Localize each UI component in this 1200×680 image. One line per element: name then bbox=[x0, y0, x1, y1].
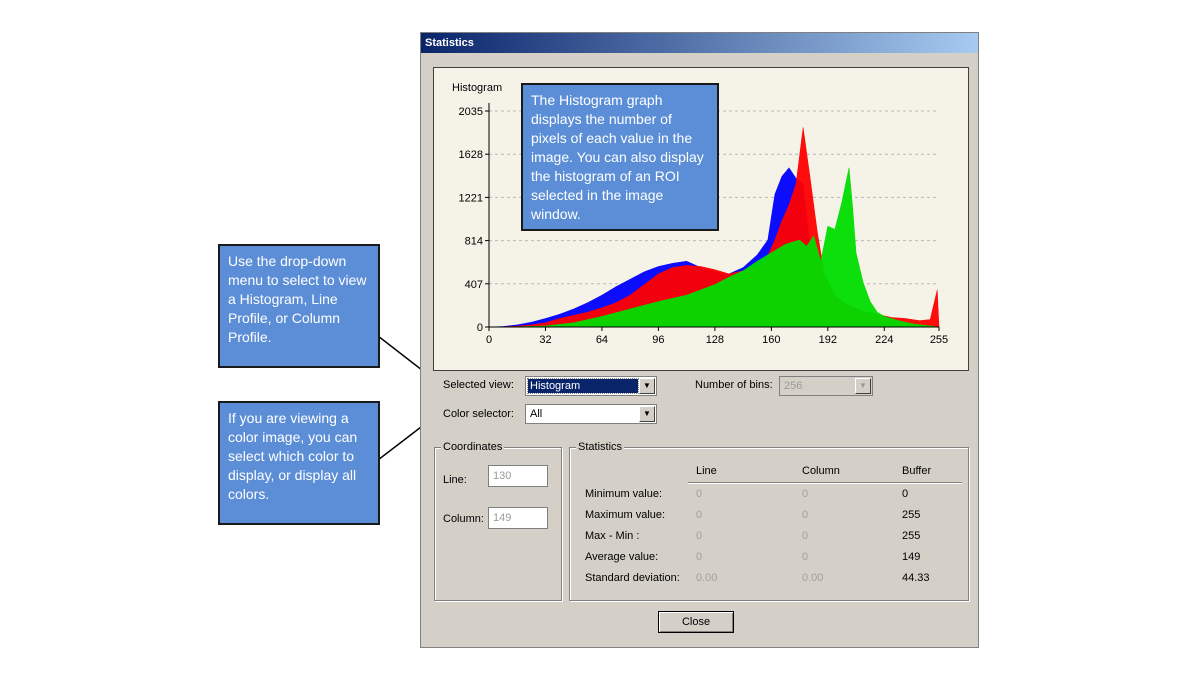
y-tick-label: 1628 bbox=[459, 149, 483, 161]
row-std-buffer: 44.33 bbox=[902, 572, 930, 584]
row-std-label: Standard deviation: bbox=[585, 572, 680, 584]
x-tick-label: 224 bbox=[875, 334, 893, 346]
x-tick-label: 160 bbox=[762, 334, 780, 346]
row-std-line: 0.00 bbox=[696, 572, 718, 584]
y-tick-label: 2035 bbox=[459, 106, 483, 118]
x-tick-label: 96 bbox=[652, 334, 664, 346]
coordinates-title: Coordinates bbox=[441, 441, 505, 453]
color-selector-dropdown[interactable]: All ▼ bbox=[525, 404, 657, 424]
header-column: Column bbox=[802, 465, 840, 477]
row-range-line: 0 bbox=[696, 530, 703, 542]
x-tick-label: 255 bbox=[930, 334, 948, 346]
y-tick-label: 814 bbox=[465, 236, 483, 248]
x-tick-label: 192 bbox=[819, 334, 837, 346]
line-field[interactable]: 130 bbox=[488, 465, 548, 487]
header-buffer: Buffer bbox=[902, 465, 932, 477]
selected-view-callout: Use the drop-down menu to select to view… bbox=[218, 244, 380, 368]
bins-dropdown[interactable]: 256 ▼ bbox=[779, 376, 873, 396]
row-avg-line: 0 bbox=[696, 551, 703, 563]
row-avg-label: Average value: bbox=[585, 551, 659, 563]
statistics-window: Statistics 0 407 814 1221 1628 2035 0 32 64 96 128… bbox=[420, 32, 979, 648]
selected-view-callout-text: Use the drop-down menu to select to view… bbox=[228, 253, 367, 345]
row-range-column: 0 bbox=[802, 530, 809, 542]
row-range-buffer: 255 bbox=[902, 530, 921, 542]
color-selector-callout: If you are viewing a color image, you ca… bbox=[218, 401, 380, 525]
color-selector-label: Color selector: bbox=[443, 408, 514, 420]
line-label: Line: bbox=[443, 474, 467, 486]
row-max-column: 0 bbox=[802, 509, 809, 521]
row-max-label: Maximum value: bbox=[585, 509, 666, 521]
row-max-line: 0 bbox=[696, 509, 703, 521]
y-tick-label: 1221 bbox=[459, 192, 483, 204]
row-min-label: Minimum value: bbox=[585, 488, 663, 500]
y-tick-label: 0 bbox=[477, 322, 483, 334]
x-tick-label: 64 bbox=[596, 334, 608, 346]
row-max-buffer: 255 bbox=[902, 509, 921, 521]
header-line: Line bbox=[696, 465, 717, 477]
column-label: Column: bbox=[443, 513, 484, 525]
histogram-callout-text: The Histogram graph displays the number … bbox=[531, 92, 704, 222]
green-series bbox=[488, 167, 940, 328]
x-tick-label: 128 bbox=[706, 334, 724, 346]
x-tick-label: 32 bbox=[539, 334, 551, 346]
bins-label: Number of bins: bbox=[695, 379, 773, 391]
row-min-buffer: 0 bbox=[902, 488, 909, 500]
row-min-column: 0 bbox=[802, 488, 809, 500]
bins-value: 256 bbox=[784, 380, 803, 392]
statistics-group: Statistics Line Column Buffer Minimum va… bbox=[569, 441, 969, 601]
y-tick-label: 407 bbox=[465, 279, 483, 291]
coordinates-group: Coordinates Line: 130 Column: 149 bbox=[434, 441, 562, 601]
selected-view-label: Selected view: bbox=[443, 379, 514, 391]
column-field[interactable]: 149 bbox=[488, 507, 548, 529]
header-divider bbox=[688, 482, 962, 484]
row-std-column: 0.00 bbox=[802, 572, 824, 584]
row-range-label: Max - Min : bbox=[585, 530, 640, 542]
color-selector-callout-text: If you are viewing a color image, you ca… bbox=[228, 410, 358, 502]
chevron-down-icon[interactable]: ▼ bbox=[855, 378, 871, 394]
graph-title: Histogram bbox=[452, 82, 503, 94]
row-avg-column: 0 bbox=[802, 551, 809, 563]
statistics-title: Statistics bbox=[576, 441, 625, 453]
histogram-callout: The Histogram graph displays the number … bbox=[521, 83, 719, 231]
chevron-down-icon[interactable]: ▼ bbox=[639, 406, 655, 422]
window-title: Statistics bbox=[421, 33, 978, 53]
row-avg-buffer: 149 bbox=[902, 551, 921, 563]
chevron-down-icon[interactable]: ▼ bbox=[639, 378, 655, 394]
x-tick-label: 0 bbox=[486, 334, 492, 346]
color-selector-value: All bbox=[530, 408, 543, 420]
selected-view-dropdown[interactable]: Histogram ▼ bbox=[525, 376, 657, 396]
row-min-line: 0 bbox=[696, 488, 703, 500]
selected-view-value: Histogram bbox=[527, 378, 639, 394]
close-button[interactable]: Close bbox=[658, 611, 734, 633]
